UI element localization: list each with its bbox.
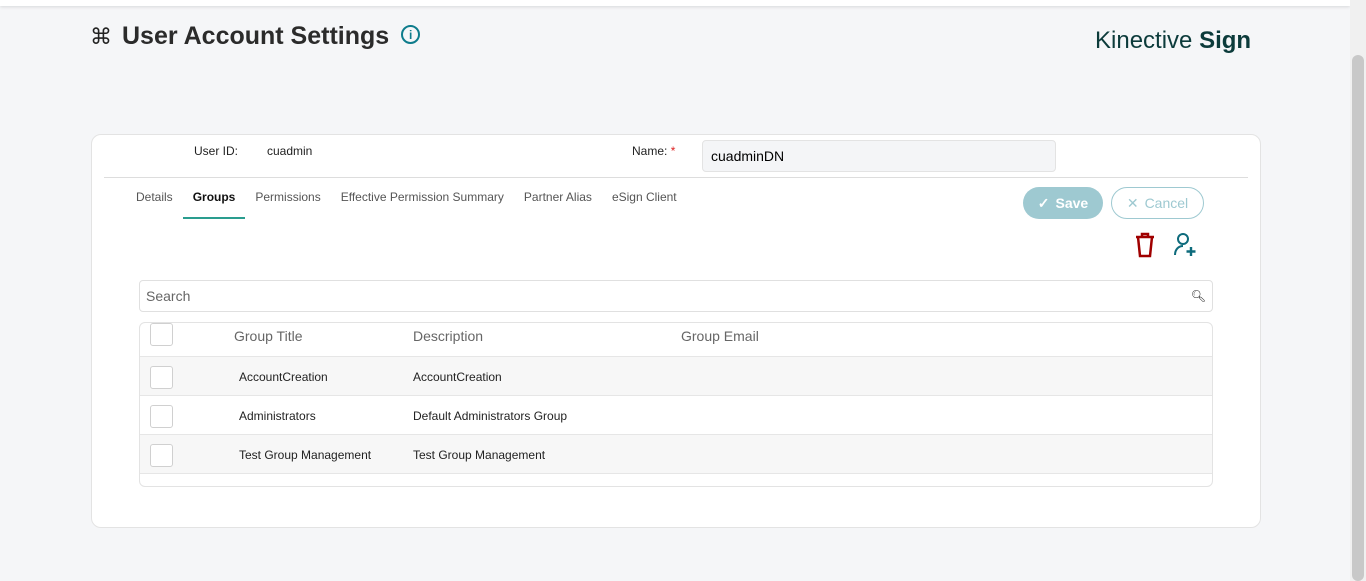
top-bar [0, 0, 1350, 6]
save-button[interactable]: ✓ Save [1023, 187, 1103, 219]
scrollbar-thumb[interactable] [1352, 55, 1364, 581]
group-title: Test Group Management [239, 448, 372, 462]
row-checkbox[interactable] [150, 444, 173, 467]
name-input[interactable] [702, 140, 1056, 172]
name-label: Name: * [632, 144, 676, 158]
select-all-checkbox[interactable] [150, 323, 173, 346]
row-checkbox[interactable] [150, 405, 173, 428]
group-description: AccountCreation [413, 370, 502, 384]
group-title: Administrators [239, 409, 316, 423]
scrollbar[interactable] [1350, 0, 1366, 581]
header-description[interactable]: Description [413, 328, 484, 344]
tab-groups[interactable]: Groups [182, 190, 246, 219]
group-description: Default Administrators Group [413, 409, 568, 423]
tab-bar: Details Groups Permissions Effective Per… [126, 190, 687, 219]
tab-effective-permission-summary[interactable]: Effective Permission Summary [340, 190, 504, 204]
check-icon: ✓ [1037, 194, 1050, 211]
groups-table: Group Title Description Group Email Acco… [139, 322, 1213, 487]
page-title: User Account Settings [122, 22, 390, 50]
page-header: ⌘ User Account Settings i [90, 22, 421, 51]
table-header: Group Title Description Group Email [140, 323, 1212, 357]
divider [104, 177, 1248, 178]
group-title: AccountCreation [239, 370, 328, 384]
table-row[interactable]: Administrators Default Administrators Gro… [140, 396, 1212, 435]
header-group-email[interactable]: Group Email [681, 328, 759, 344]
cancel-button[interactable]: ✕ Cancel [1111, 187, 1204, 219]
add-user-icon[interactable] [1173, 232, 1197, 258]
info-icon[interactable]: i [401, 25, 421, 44]
header-group-title[interactable]: Group Title [234, 328, 303, 344]
tab-details[interactable]: Details [136, 190, 173, 204]
search-input[interactable]: Search 🔍︎ [139, 280, 1213, 312]
group-description: Test Group Management [413, 448, 546, 462]
table-row[interactable]: AccountCreation AccountCreation [140, 357, 1212, 396]
tab-partner-alias[interactable]: Partner Alias [523, 190, 592, 204]
search-icon[interactable]: 🔍︎ [1190, 289, 1206, 303]
table-row[interactable]: Test Group Management Test Group Manageme… [140, 435, 1212, 474]
delete-icon[interactable] [1134, 232, 1156, 258]
brand-logo: Kinective Sign [1095, 27, 1252, 54]
close-icon: ✕ [1126, 194, 1139, 211]
row-checkbox[interactable] [150, 366, 173, 389]
user-id-label: User ID: [194, 144, 239, 158]
tab-esign-client[interactable]: eSign Client [611, 190, 677, 204]
settings-card: User ID: cuadmin Name: * Details Groups … [91, 134, 1261, 528]
settings-tools-icon: ⌘ [90, 23, 112, 49]
tab-permissions[interactable]: Permissions [255, 190, 321, 204]
user-id-value: cuadmin [267, 144, 313, 158]
